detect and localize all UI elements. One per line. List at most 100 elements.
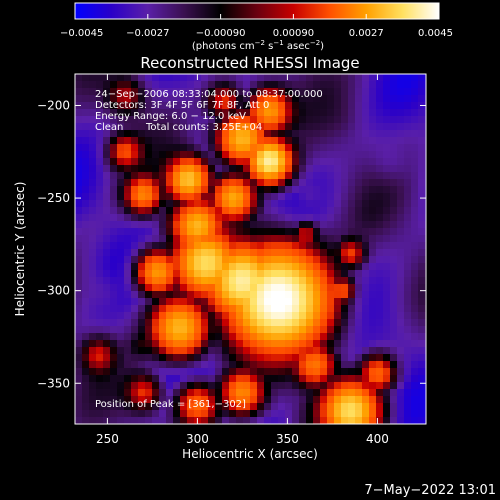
heatmap-cell xyxy=(187,340,194,347)
heatmap-cell xyxy=(278,172,285,179)
heatmap-cell xyxy=(208,354,215,361)
heatmap-cell xyxy=(138,382,145,389)
heatmap-cell xyxy=(355,284,362,291)
heatmap-cell xyxy=(390,186,397,193)
heatmap-cell xyxy=(299,389,306,396)
heatmap-cell xyxy=(180,186,187,193)
heatmap-cell xyxy=(411,249,418,256)
heatmap-cell xyxy=(299,137,306,144)
heatmap-cell xyxy=(124,319,131,326)
heatmap-cell xyxy=(236,396,243,403)
heatmap-cell xyxy=(89,298,96,305)
heatmap-cell xyxy=(201,109,208,116)
heatmap-cell xyxy=(201,305,208,312)
heatmap-cell xyxy=(166,102,173,109)
heatmap-cell xyxy=(264,312,271,319)
heatmap-cell xyxy=(285,403,292,410)
heatmap-cell xyxy=(82,396,89,403)
heatmap-cell xyxy=(411,179,418,186)
heatmap-cell xyxy=(131,312,138,319)
heatmap-cell xyxy=(334,151,341,158)
heatmap-cell xyxy=(264,158,271,165)
heatmap-cell xyxy=(397,74,404,81)
heatmap-cell xyxy=(404,340,411,347)
heatmap-cell xyxy=(264,396,271,403)
heatmap-cell xyxy=(124,396,131,403)
heatmap-cell xyxy=(103,193,110,200)
heatmap-cell xyxy=(187,417,194,424)
heatmap-cell xyxy=(376,88,383,95)
heatmap-cell xyxy=(194,326,201,333)
footer-timestamp: 7−May−2022 13:01 xyxy=(364,483,496,498)
heatmap-cell xyxy=(355,305,362,312)
heatmap-cell xyxy=(222,81,229,88)
heatmap-cell xyxy=(236,263,243,270)
heatmap-cell xyxy=(187,354,194,361)
heatmap-cell xyxy=(138,200,145,207)
heatmap-cell xyxy=(222,200,229,207)
heatmap-cell xyxy=(257,312,264,319)
heatmap-cell xyxy=(222,354,229,361)
heatmap-cell xyxy=(264,102,271,109)
heatmap-cell xyxy=(320,95,327,102)
heatmap-cell xyxy=(271,172,278,179)
heatmap-cell xyxy=(243,221,250,228)
heatmap-cell xyxy=(397,116,404,123)
heatmap-cell xyxy=(201,249,208,256)
heatmap-cell xyxy=(327,319,334,326)
heatmap-cell xyxy=(411,305,418,312)
heatmap-cell xyxy=(355,263,362,270)
heatmap-cell xyxy=(152,256,159,263)
heatmap-cell xyxy=(152,277,159,284)
heatmap-cell xyxy=(208,207,215,214)
heatmap-cell xyxy=(236,277,243,284)
heatmap-cell xyxy=(89,102,96,109)
heatmap-cell xyxy=(299,172,306,179)
heatmap-cell xyxy=(117,116,124,123)
heatmap-cell xyxy=(82,347,89,354)
heatmap-cell xyxy=(411,417,418,424)
heatmap-cell xyxy=(96,137,103,144)
heatmap-cell xyxy=(82,389,89,396)
heatmap-cell xyxy=(124,417,131,424)
heatmap-cell xyxy=(103,123,110,130)
heatmap-cell xyxy=(376,186,383,193)
heatmap-cell xyxy=(145,109,152,116)
heatmap-cell xyxy=(180,242,187,249)
heatmap-cell xyxy=(341,151,348,158)
heatmap-cell xyxy=(299,403,306,410)
heatmap-cell xyxy=(243,74,250,81)
heatmap-cell xyxy=(173,95,180,102)
heatmap-cell xyxy=(271,228,278,235)
heatmap-cell xyxy=(201,221,208,228)
heatmap-cell xyxy=(299,116,306,123)
heatmap-cell xyxy=(96,277,103,284)
heatmap-cell xyxy=(355,144,362,151)
heatmap-cell xyxy=(299,417,306,424)
heatmap-cell xyxy=(334,368,341,375)
heatmap-cell xyxy=(376,102,383,109)
heatmap-cell xyxy=(299,95,306,102)
heatmap-cell xyxy=(75,242,82,249)
heatmap-cell xyxy=(376,312,383,319)
heatmap-cell xyxy=(348,81,355,88)
heatmap-cell xyxy=(390,109,397,116)
heatmap-cell xyxy=(250,151,257,158)
heatmap-cell xyxy=(285,200,292,207)
heatmap-cell xyxy=(103,186,110,193)
heatmap-cell xyxy=(166,172,173,179)
heatmap-cell xyxy=(278,291,285,298)
heatmap-cell xyxy=(208,382,215,389)
heatmap-cell xyxy=(194,312,201,319)
heatmap-cell xyxy=(306,179,313,186)
heatmap-cell xyxy=(215,123,222,130)
heatmap-cell xyxy=(194,214,201,221)
heatmap-cell xyxy=(208,242,215,249)
heatmap-cell xyxy=(103,396,110,403)
heatmap-cell xyxy=(166,375,173,382)
heatmap-cell xyxy=(271,207,278,214)
heatmap-cell xyxy=(131,193,138,200)
heatmap-cell xyxy=(299,396,306,403)
heatmap-cell xyxy=(138,109,145,116)
heatmap-cell xyxy=(229,368,236,375)
